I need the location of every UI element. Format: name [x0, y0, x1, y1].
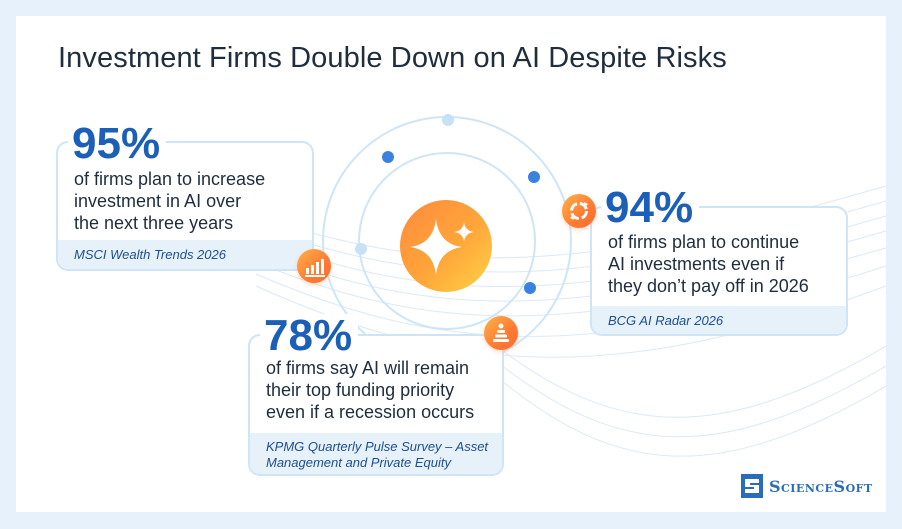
logo-text: ScienceSoft — [769, 476, 873, 496]
sciencesoft-logo-icon — [741, 474, 763, 498]
orbit-dot — [442, 114, 454, 126]
bar-chart-icon — [297, 249, 331, 283]
stat-source: BCG AI Radar 2026 — [592, 306, 846, 334]
stat-source: MSCI Wealth Trends 2026 — [58, 240, 312, 269]
ai-sparkle-icon — [400, 200, 492, 292]
orbit-dot — [528, 171, 540, 183]
stat-value: 94% — [601, 186, 700, 230]
stat-value: 95% — [68, 122, 167, 166]
stat-description: of firms say AI will remain their top fu… — [266, 358, 475, 422]
orbit-dot — [355, 243, 367, 255]
inner-orbit — [358, 152, 536, 330]
stat-description: of firms plan to increase investment in … — [74, 169, 266, 233]
orbit-dot — [524, 282, 536, 294]
stat-description: of firms plan to continue AI investments… — [608, 232, 809, 296]
coin-stack-icon — [484, 316, 518, 350]
orbit-dot — [382, 151, 394, 163]
stat-source: KPMG Quarterly Pulse Survey – Asset Mana… — [250, 433, 502, 474]
cycle-arrows-icon — [562, 194, 596, 228]
infographic-card: Investment Firms Double Down on AI Despi… — [16, 16, 886, 512]
page-title: Investment Firms Double Down on AI Despi… — [58, 42, 727, 74]
stat-card-78: of firms say AI will remain their top fu… — [248, 334, 504, 476]
stat-value: 78% — [260, 314, 359, 358]
sciencesoft-logo: ScienceSoft — [741, 473, 873, 499]
